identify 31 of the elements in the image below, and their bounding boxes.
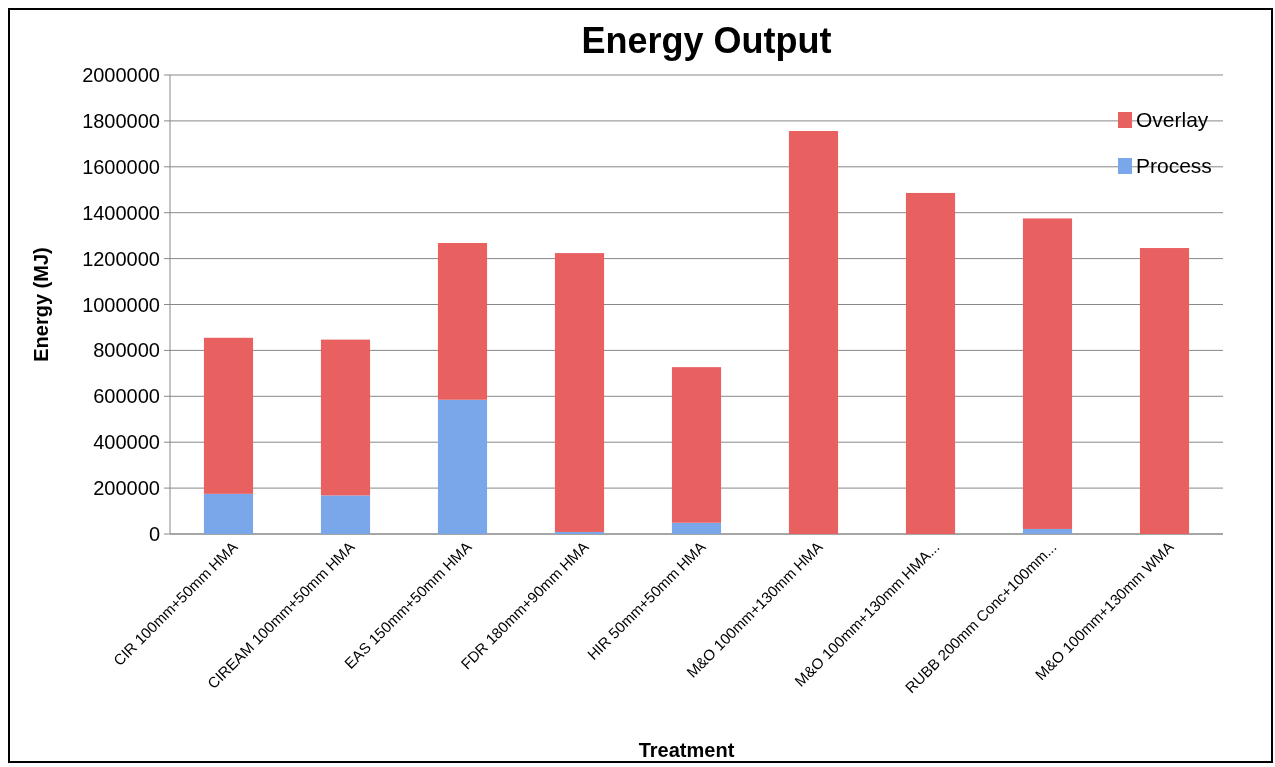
y-tick-label: 1600000 [82,155,160,178]
y-tick-label: 800000 [93,339,160,362]
bar [437,242,488,400]
bar [320,339,371,496]
y-tick-label: 2000000 [82,64,160,86]
legend-label: Process [1136,154,1212,178]
bar [671,522,722,534]
bar [1022,528,1073,534]
y-tick-label: 400000 [93,431,160,454]
chart-title: Energy Output [581,20,832,61]
y-tick-label: 600000 [93,385,160,408]
bar [788,131,839,534]
bar [671,367,722,523]
bar [1139,248,1190,534]
bar [554,253,605,532]
bar [437,399,488,534]
bar [554,531,605,534]
bar [905,192,956,534]
x-axis-title: Treatment [638,739,735,761]
y-tick-label: 1400000 [82,201,160,224]
bar [203,337,254,494]
bar [203,493,254,534]
y-tick-label: 1000000 [82,293,160,316]
y-tick-label: 200000 [93,477,160,500]
y-tick-label: 1800000 [82,109,160,132]
y-axis-title: Energy (MJ) [30,247,52,362]
bar [320,495,371,534]
y-tick-label: 0 [148,523,160,545]
bar [1022,218,1073,529]
y-tick-label: 1200000 [82,247,160,270]
legend-label: Overlay [1136,108,1209,132]
